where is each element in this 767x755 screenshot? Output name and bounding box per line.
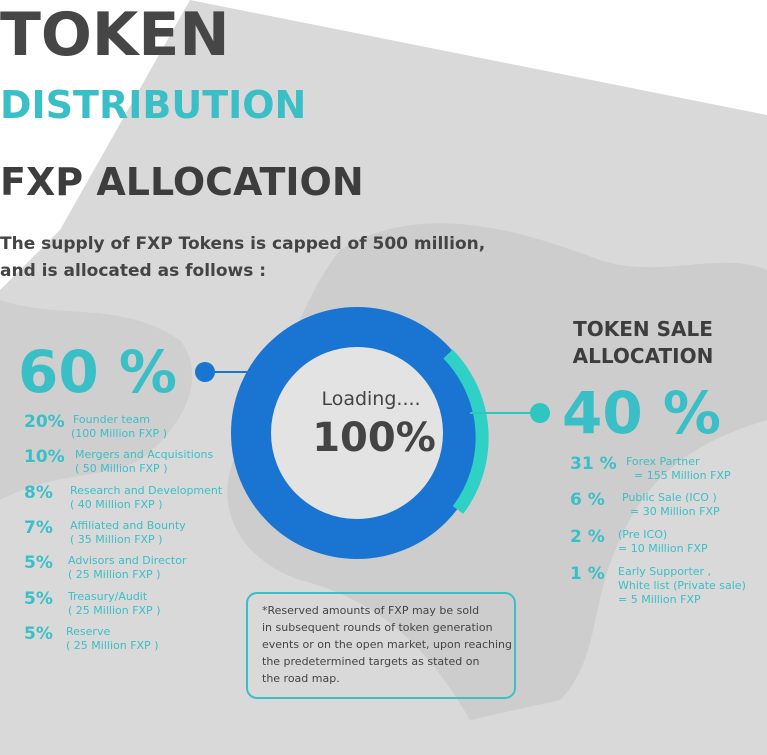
item-text: Affiliated and Bounty	[70, 519, 186, 532]
item-percent: 1 %	[570, 564, 605, 584]
item-text: ( 25 Million FXP )	[68, 568, 160, 581]
item-text: Mergers and Acquisitions	[75, 448, 214, 461]
item-text: White list (Private sale)	[618, 579, 746, 592]
item-text: ( 50 Million FXP )	[75, 462, 167, 475]
item-percent: 10%	[24, 447, 65, 467]
note-line: *Reserved amounts of FXP may be sold	[262, 604, 479, 617]
item-text: (100 Million FXP )	[71, 427, 167, 440]
item-text: Founder team	[73, 413, 150, 426]
item-percent: 20%	[24, 412, 65, 432]
item-text: Forex Partner	[626, 455, 700, 468]
item-text: ( 25 Million FXP )	[66, 639, 158, 652]
item-text: ( 40 Million FXP )	[70, 498, 162, 511]
item-text: ( 25 Million FXP )	[68, 604, 160, 617]
item-percent: 6 %	[570, 490, 605, 510]
loading-status: Loading....	[321, 388, 420, 410]
item-percent: 31 %	[570, 454, 617, 474]
connector-dot	[530, 403, 550, 423]
intro-line: The supply of FXP Tokens is capped of 50…	[0, 234, 485, 254]
item-text: Reserve	[66, 625, 110, 638]
ring-progress	[443, 349, 489, 514]
items: 20% Founder team(100 Million FXP ) 10% Merg…	[24, 412, 746, 685]
item-percent: 8%	[24, 483, 53, 503]
item-text: Treasury/Audit	[67, 590, 148, 603]
item-text: = 30 Million FXP	[630, 505, 720, 518]
ring-center	[269, 345, 445, 521]
item-text: Advisors and Director	[68, 554, 187, 567]
item-text: Early Supporter ,	[618, 565, 711, 578]
right-title: TOKEN SALE	[573, 317, 713, 341]
item-text: Public Sale (ICO )	[622, 491, 717, 504]
note-line: the road map.	[262, 672, 340, 685]
item-percent: 5%	[24, 624, 53, 644]
loading-value: 100%	[312, 415, 436, 461]
item-percent: 5%	[24, 553, 53, 573]
item-percent: 2 %	[570, 527, 605, 547]
note-line: in subsequent rounds of token generation	[262, 621, 493, 634]
subtitle: DISTRIBUTION	[0, 83, 306, 127]
item-text: Research and Development	[70, 484, 223, 497]
note-box	[246, 592, 516, 699]
intro-line: and is allocated as follows :	[0, 261, 266, 281]
item-text: (Pre ICO)	[618, 528, 667, 541]
item-percent: 5%	[24, 589, 53, 609]
ring	[231, 307, 483, 559]
map-landmass	[0, 300, 193, 500]
item-text: ( 35 Million FXP )	[70, 533, 162, 546]
title: TOKEN	[0, 0, 230, 70]
item-text: = 10 Million FXP	[618, 542, 708, 555]
note-line: the predetermined targets as stated on	[262, 655, 479, 668]
item-text: = 5 Million FXP	[618, 593, 701, 606]
left-total: 60 %	[18, 338, 177, 406]
right-title: ALLOCATION	[573, 344, 714, 368]
note-line: events or on the open market, upon reach…	[262, 638, 512, 651]
item-percent: 7%	[24, 518, 53, 538]
item-text: = 155 Million FXP	[634, 469, 731, 482]
connector-dot	[195, 362, 215, 382]
section-heading: FXP ALLOCATION	[0, 160, 364, 204]
right-total: 40 %	[562, 379, 721, 447]
